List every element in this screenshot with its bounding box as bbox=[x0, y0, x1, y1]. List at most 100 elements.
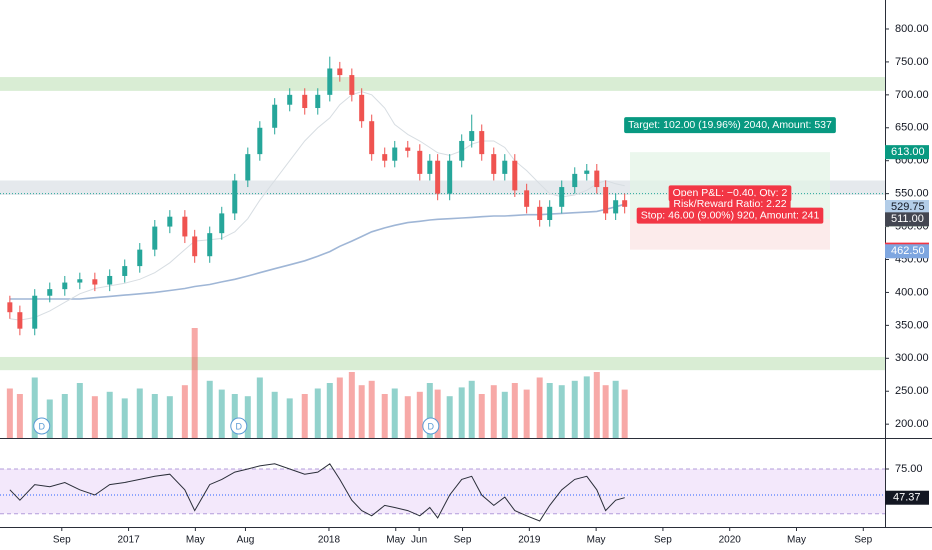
candle-body bbox=[594, 170, 600, 188]
candle-body bbox=[622, 200, 628, 207]
candle-body bbox=[257, 127, 263, 155]
volume-bar bbox=[166, 396, 173, 438]
volume-bar bbox=[368, 380, 375, 438]
volume-bar bbox=[478, 394, 485, 438]
candle-body bbox=[32, 295, 38, 329]
volume-bar bbox=[16, 394, 23, 438]
x-tick-label: Sep bbox=[654, 535, 672, 546]
x-tick-label: May bbox=[386, 535, 405, 546]
rsi-band bbox=[0, 469, 885, 514]
volume-bar bbox=[121, 398, 128, 438]
candle-body bbox=[584, 170, 590, 174]
volume-bar bbox=[314, 388, 321, 438]
dividend-marker bbox=[230, 417, 248, 435]
volume-bar bbox=[391, 388, 398, 438]
y-tick-label: 550.00 bbox=[895, 188, 929, 200]
candle-body bbox=[232, 180, 238, 214]
candle-body bbox=[469, 131, 475, 141]
volume-bar bbox=[218, 389, 225, 438]
volume-bar bbox=[106, 391, 113, 438]
candle-body bbox=[447, 160, 453, 194]
candle-body bbox=[369, 121, 375, 155]
volume-bar bbox=[256, 377, 263, 438]
y-tick-label: 300.00 bbox=[895, 352, 929, 364]
volume-bar bbox=[558, 385, 565, 438]
volume-bar bbox=[151, 394, 158, 438]
candle-body bbox=[435, 160, 441, 194]
position-label-box bbox=[624, 117, 836, 134]
candle-body bbox=[524, 190, 530, 207]
volume-bar bbox=[426, 383, 433, 438]
moving-average bbox=[9, 203, 625, 300]
candle-body bbox=[167, 216, 173, 227]
y-tick-label: 400.00 bbox=[895, 286, 929, 298]
dividend-marker bbox=[422, 417, 440, 435]
candle-body bbox=[77, 279, 83, 283]
candle-body bbox=[245, 154, 251, 181]
volume-bar bbox=[348, 372, 355, 438]
rsi-current-label: 47.37 bbox=[893, 492, 921, 504]
position-label: Open P&L: −0.40, Qty: 2 bbox=[673, 187, 788, 199]
candle-body bbox=[192, 236, 198, 257]
volume-bar bbox=[593, 372, 600, 438]
volume-bar bbox=[358, 385, 365, 438]
volume-bar bbox=[536, 377, 543, 438]
candle-body bbox=[512, 160, 518, 191]
candle-body bbox=[572, 173, 578, 188]
candle-body bbox=[107, 275, 113, 285]
rsi-current-box bbox=[885, 490, 929, 505]
volume-bar bbox=[336, 377, 343, 438]
y-tick-label: 250.00 bbox=[895, 385, 929, 397]
candle-body bbox=[502, 160, 508, 174]
position-label: Stop: 46.00 (9.00%) 920, Amount: 241 bbox=[641, 209, 820, 221]
volume-bar bbox=[404, 396, 411, 438]
y-tick-label: 750.00 bbox=[895, 56, 929, 68]
candle-body bbox=[47, 289, 53, 296]
volume-bar bbox=[546, 383, 553, 438]
y-tick-label: 700.00 bbox=[895, 89, 929, 101]
candle-body bbox=[603, 187, 609, 214]
price-label: 511.00 bbox=[891, 213, 924, 225]
candle-body bbox=[92, 279, 98, 285]
volume-bar bbox=[206, 380, 213, 438]
candle-body bbox=[207, 233, 213, 257]
dividend-label: D bbox=[428, 421, 435, 431]
candle-body bbox=[613, 200, 619, 214]
candle-body bbox=[287, 94, 293, 105]
x-tick-label: Sep bbox=[854, 535, 872, 546]
x-tick-label: 2018 bbox=[318, 535, 341, 546]
volume-bar bbox=[31, 377, 38, 438]
volume-bar bbox=[621, 389, 628, 438]
candle-body bbox=[302, 94, 308, 109]
candle-body bbox=[62, 282, 68, 290]
volume-bar bbox=[381, 394, 388, 438]
volume-bar bbox=[612, 380, 619, 438]
x-tick-label: Jun bbox=[411, 535, 427, 546]
position-label: Risk/Reward Ratio: 2.22 bbox=[673, 198, 786, 210]
zone bbox=[0, 356, 885, 371]
candle-body bbox=[392, 147, 398, 161]
position-label-box bbox=[636, 207, 824, 224]
volume-bar bbox=[602, 385, 609, 438]
candle-body bbox=[537, 206, 543, 220]
candle-body bbox=[359, 94, 365, 122]
volume-bar bbox=[91, 396, 98, 438]
candle-body bbox=[405, 147, 411, 151]
candle-body bbox=[479, 131, 485, 155]
volume-bar bbox=[181, 385, 188, 438]
volume-bar bbox=[191, 328, 198, 438]
volume-bar bbox=[76, 383, 83, 438]
candle-body bbox=[559, 187, 565, 207]
x-tick-label: 2017 bbox=[117, 535, 140, 546]
volume-bar bbox=[271, 391, 278, 438]
volume-bar bbox=[301, 394, 308, 438]
volume-bar bbox=[501, 391, 508, 438]
y-tick-label: 650.00 bbox=[895, 122, 929, 134]
zone bbox=[0, 77, 885, 91]
candle-body bbox=[122, 266, 128, 276]
y-tick-label: 350.00 bbox=[895, 319, 929, 331]
volume-bar bbox=[416, 391, 423, 438]
volume-bar bbox=[490, 385, 497, 438]
